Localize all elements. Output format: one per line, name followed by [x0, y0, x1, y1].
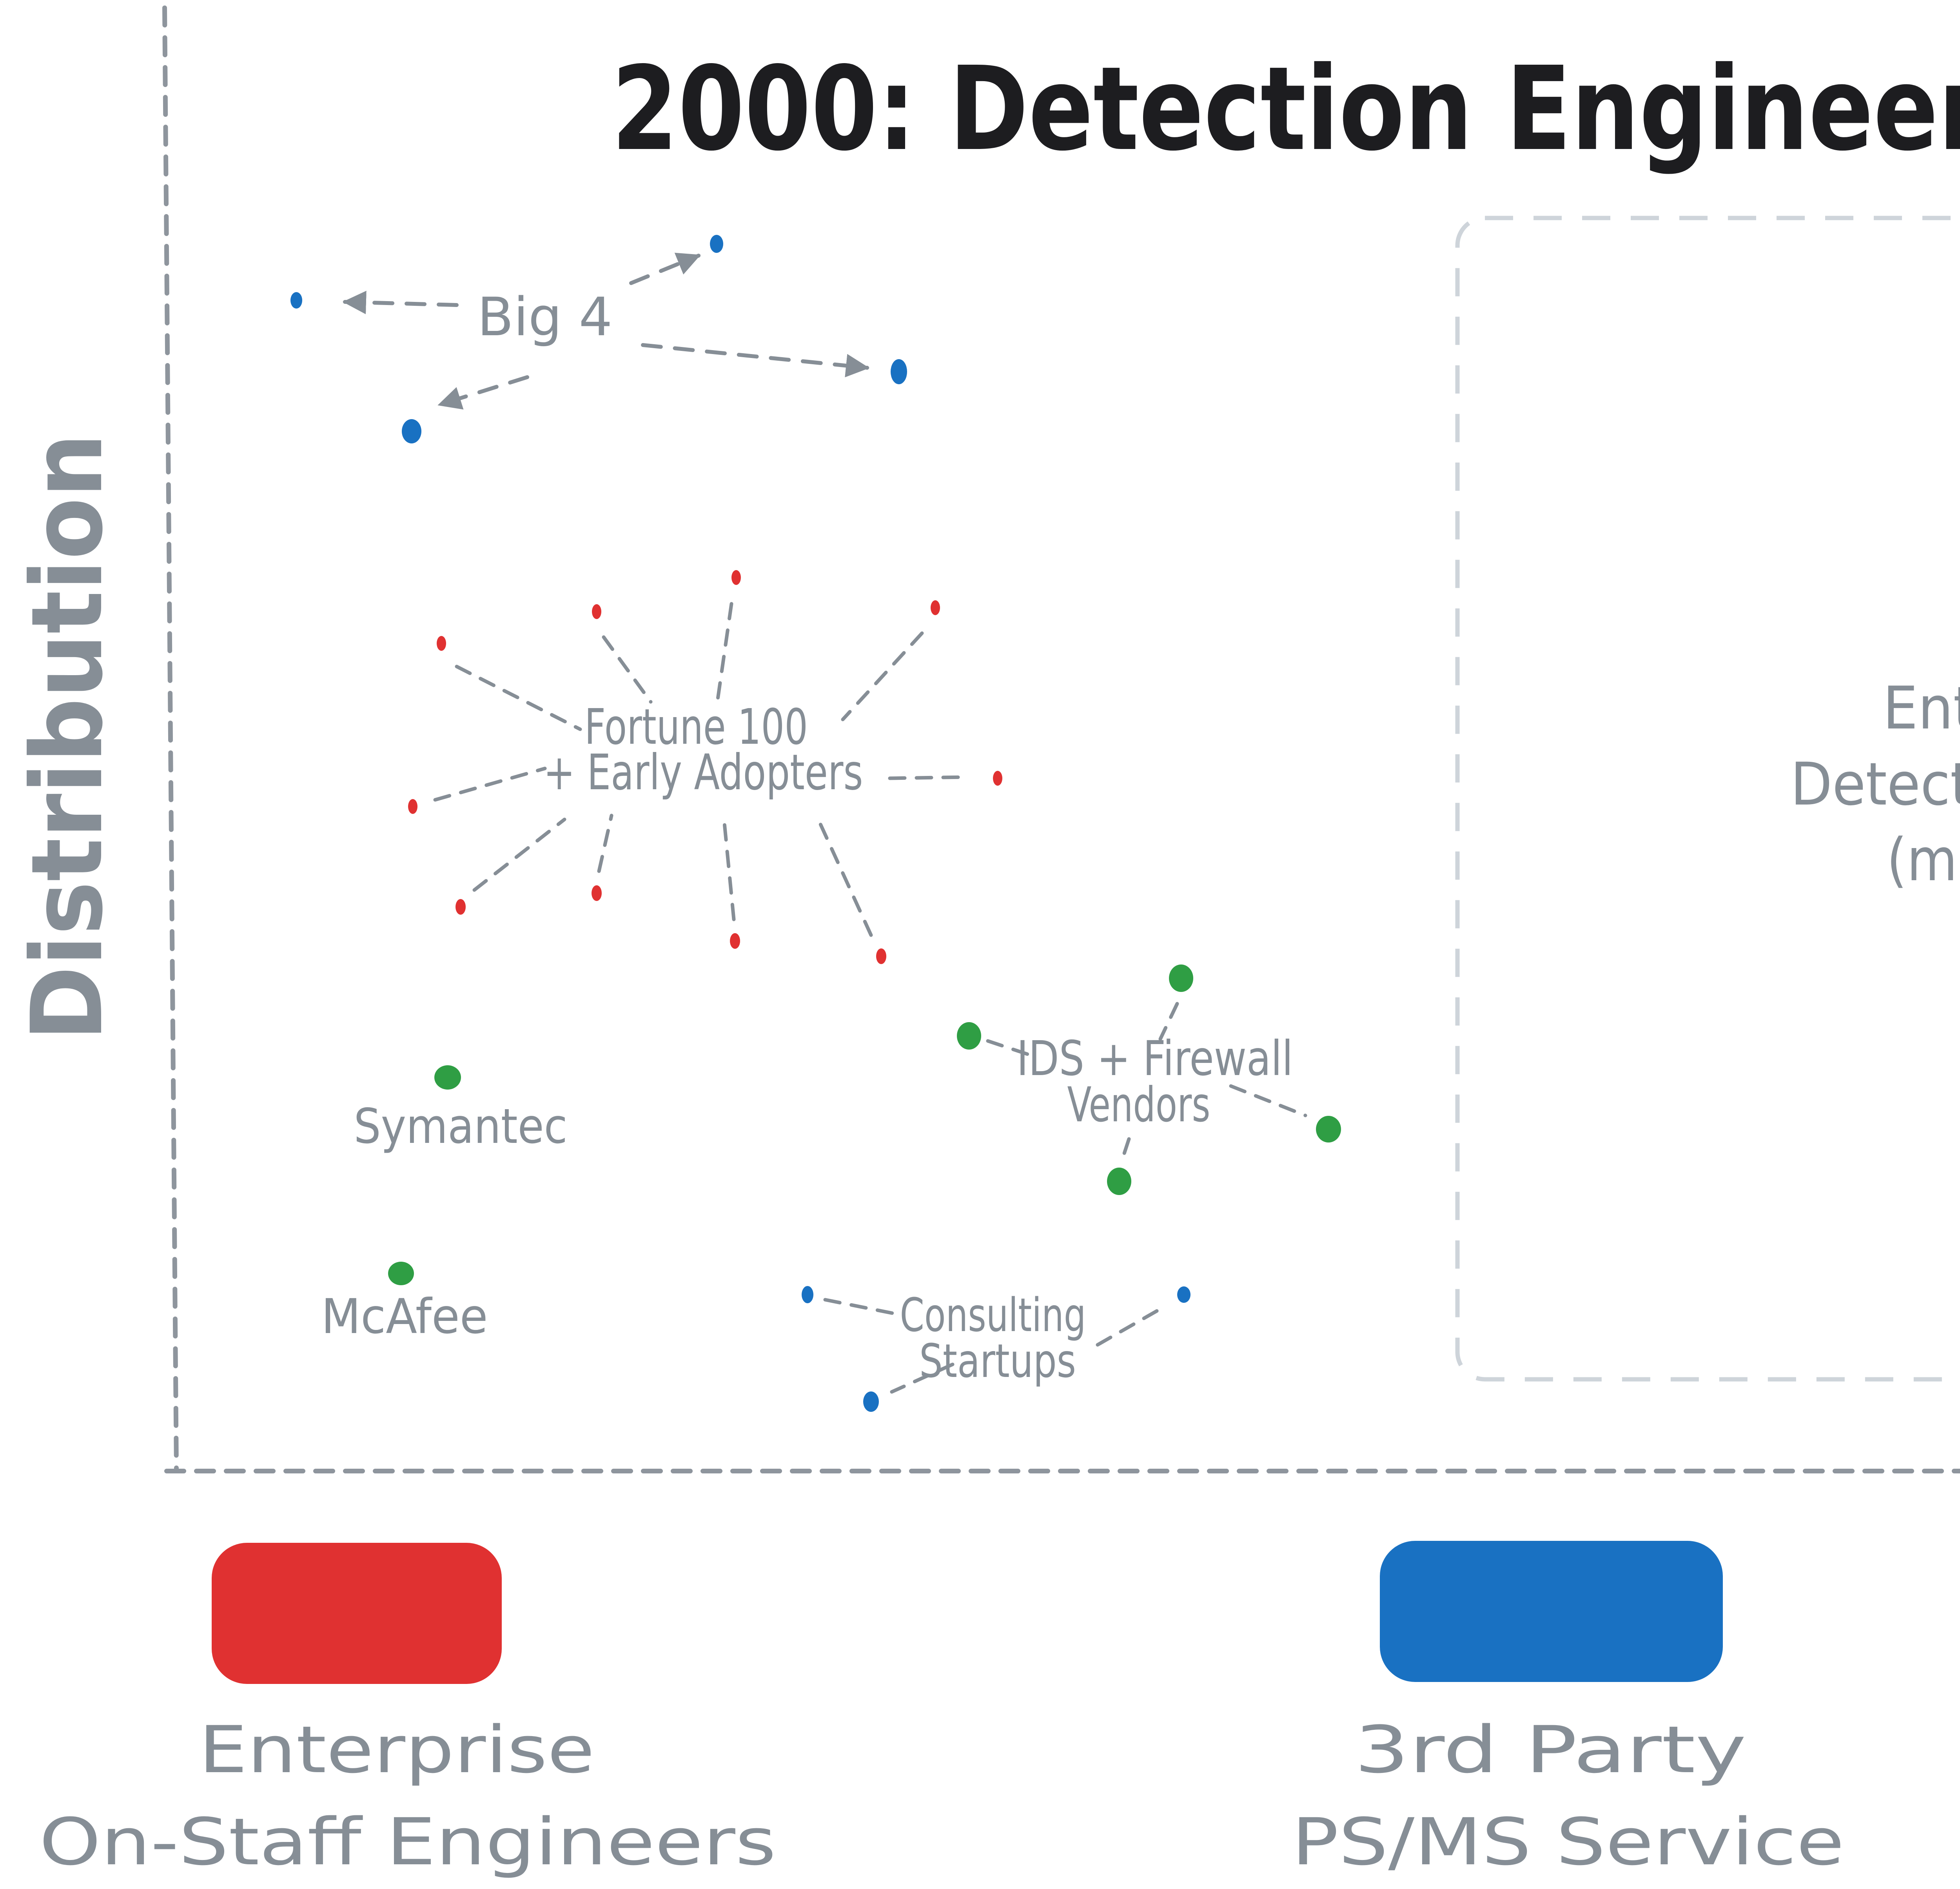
consulting-startups-connector-line	[1096, 1304, 1168, 1347]
fortune-100-early-adopters-dot	[931, 600, 940, 615]
page-title: 2000: Detection Engineering Talent	[612, 42, 1960, 176]
cluster-fortune-100-early-adopters: Fortune 100+ Early Adopters	[408, 570, 1002, 964]
legend-label: On-Staff Engineers	[39, 1804, 776, 1880]
legend-item-3rd-party: 3rd Party PS/MS Service	[1292, 1541, 1844, 1880]
big-4-connector-line	[343, 291, 459, 314]
fortune-100-early-adopters-connector-line	[433, 766, 547, 802]
legend-label: Enterprise	[199, 1712, 595, 1787]
big-4-dot	[891, 359, 907, 384]
symantec-dot	[434, 1065, 461, 1090]
cluster-symantec: Symantec	[354, 1065, 568, 1154]
fortune-100-early-adopters-dot	[437, 636, 446, 651]
zero-talent-line-1: Enterprises with zero	[1883, 674, 1960, 743]
ids-firewall-vendors-connector-line	[1229, 1084, 1307, 1117]
fortune-100-early-adopters-label: + Early Adopters	[544, 744, 863, 801]
big-4-dot	[290, 292, 302, 309]
fortune-100-early-adopters-connector-line	[715, 602, 733, 704]
ids-firewall-vendors-connector-line	[1158, 1002, 1179, 1041]
ids-firewall-vendors-label: IDS + Firewall	[1017, 1031, 1293, 1086]
fortune-100-early-adopters-dot	[592, 604, 601, 619]
fortune-100-early-adopters-connector-line	[722, 821, 736, 921]
fortune-100-early-adopters-dot	[731, 570, 741, 585]
fortune-100-early-adopters-connector-line	[455, 665, 582, 731]
fortune-100-early-adopters-dot	[456, 899, 466, 915]
legend: Enterprise On-Staff Engineers 3rd Party …	[39, 1541, 1844, 1880]
fortune-100-early-adopters-dot	[592, 885, 602, 901]
y-axis-label: Distribution	[10, 433, 124, 1041]
big-4-connector-line	[629, 252, 701, 285]
legend-label: 3rd Party	[1354, 1712, 1746, 1787]
fortune-100-early-adopters-connector-line	[602, 635, 653, 704]
symantec-label: Symantec	[354, 1099, 568, 1154]
consulting-startups-dot	[1177, 1286, 1191, 1303]
ids-firewall-vendors-dot	[957, 1022, 981, 1050]
ids-firewall-vendors-dot	[1316, 1116, 1341, 1142]
consulting-startups-connector-line	[823, 1298, 896, 1315]
consulting-startups-dot	[863, 1391, 879, 1412]
big-4-label: Big 4	[477, 286, 613, 348]
ids-firewall-vendors-label: Vendors	[1067, 1077, 1210, 1133]
cluster-big-4: Big 4	[290, 235, 907, 443]
legend-label: PS/MS Service	[1292, 1804, 1844, 1880]
legend-item-enterprise: Enterprise On-Staff Engineers	[39, 1543, 776, 1880]
ids-firewall-vendors-dot	[1169, 964, 1193, 992]
consulting-startups-dot	[802, 1286, 813, 1303]
zero-talent-line-2: Detection Engineering Talent	[1791, 750, 1960, 819]
ids-firewall-vendors-connector-line	[986, 1039, 1031, 1057]
big-4-dot	[710, 235, 723, 253]
big-4-connector-line	[437, 375, 529, 410]
ids-firewall-vendors-connector-line	[1120, 1137, 1131, 1162]
consulting-startups-label: Startups	[919, 1334, 1076, 1388]
y-axis-line	[162, 5, 179, 1472]
legend-swatch-blue	[1380, 1541, 1723, 1682]
big-4-dot	[402, 419, 421, 443]
fortune-100-early-adopters-connector-line	[818, 821, 873, 937]
fortune-100-early-adopters-connector-line	[597, 814, 613, 873]
mcafee-dot	[388, 1262, 414, 1285]
fortune-100-early-adopters-dot	[876, 948, 886, 964]
fortune-100-early-adopters-connector-line	[841, 631, 924, 721]
ids-firewall-vendors-dot	[1107, 1168, 1131, 1195]
fortune-100-early-adopters-dot	[993, 771, 1002, 786]
big-4-connector-line	[641, 343, 869, 378]
mcafee-label: McAfee	[321, 1289, 488, 1344]
consulting-startups-label: Consulting	[900, 1288, 1086, 1342]
fortune-100-early-adopters-connector-line	[888, 775, 968, 780]
fortune-100-early-adopters-label: Fortune 100	[584, 699, 808, 756]
fortune-100-early-adopters-dot	[730, 933, 740, 949]
legend-swatch-red	[212, 1543, 502, 1684]
consulting-startups-connector-line	[890, 1362, 955, 1394]
cluster-mcafee: McAfee	[321, 1262, 488, 1344]
zero-talent-line-3: (many were breached)	[1887, 826, 1960, 894]
fortune-100-early-adopters-connector-line	[472, 817, 566, 892]
zero-talent-box-text: Enterprises with zero Detection Engineer…	[1791, 674, 1960, 894]
fortune-100-early-adopters-dot	[408, 799, 417, 814]
